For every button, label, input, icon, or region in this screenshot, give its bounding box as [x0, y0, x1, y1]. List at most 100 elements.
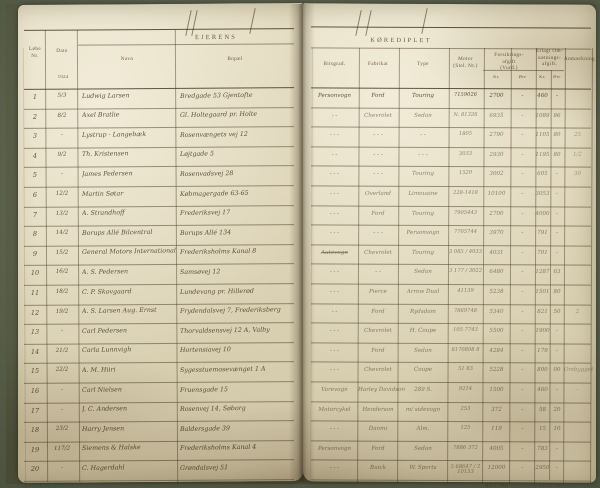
cell-forsikring-kr: 372 [491, 406, 502, 413]
table-row: Motorcykel Henderson m/ sidevogn 253 372 - 58 2… [6, 402, 591, 422]
cell-oms-ore: 50 [553, 308, 561, 315]
cell-oms-kr: 15 [538, 426, 547, 433]
cell-fabrikat: Buick [369, 465, 387, 472]
subheader-oms-kr: Kr. [539, 73, 546, 80]
right-section-title: KØREDIPLET [370, 36, 432, 45]
cell-forsikring-kr: 4005 [489, 445, 504, 452]
cell-forsikring-ore: - [521, 328, 524, 335]
cell-type: W. Sports [409, 465, 437, 472]
cell-forsikring-kr: 12000 [487, 465, 506, 472]
table-row: - - - Danmi Alm. 125 119 - 15 10 [6, 421, 591, 441]
cell-fabrikat: Harley Davidson [357, 386, 406, 393]
table-row: - - - Ford Touring 7905443 2700-4000- [6, 206, 591, 226]
cell-type: Sedan [414, 347, 432, 354]
cell-forsikring-ore: - [521, 132, 524, 139]
cell-forsikring-kr: 2700 [489, 210, 504, 217]
table-row: - - - Buick W. Sports 5 68647 / 2 10153 1200… [6, 460, 591, 480]
cell-type: Touring [412, 171, 434, 178]
cell-oms-ore: 00 [553, 367, 561, 374]
header-navn: Navn [120, 55, 134, 63]
subheader-oms-ore: Øre [553, 73, 561, 80]
cell-oms-ore: - [556, 92, 558, 99]
cell-bitgrad: Autovogn [320, 249, 349, 256]
cell-oms-kr: 4000 [535, 210, 550, 217]
cell-fabrikat: Chevrolet [364, 367, 392, 374]
subheader-forsikring-kr: Kr. [493, 73, 500, 80]
cell-motor-nr: 7905443 [453, 209, 478, 216]
cell-oms-kr: 605 [537, 171, 548, 178]
cell-fabrikat: Overland [364, 190, 392, 197]
cell-motor-nr: 7869748 [453, 307, 478, 314]
cell-type: Rydsdam [409, 308, 436, 315]
table-row: Varevogn Harley Davidson 289 S. 9214 1500 - 46… [6, 382, 591, 402]
cell-forsikring-ore: - [521, 171, 524, 178]
cell-motor-nr: 41139 [457, 287, 474, 294]
cell-oms-ore: - [556, 210, 558, 217]
cell-forsikring-kr: 10100 [487, 190, 506, 197]
cell-forsikring-ore: - [521, 112, 524, 119]
cell-forsikring-ore: - [521, 190, 524, 197]
cell-fabrikat: Ford [371, 445, 385, 452]
cell-bitgrad: - - - [329, 210, 340, 217]
table-row: - - - Overland Limousine 228-1418 10100-3053… [6, 186, 591, 206]
cell-forsikring-kr: 4031 [489, 249, 504, 256]
table-row: - - - Chevrolet Coupe 51 83 5228 - 800 00 Ombygg… [6, 362, 594, 382]
cell-oms-kr: 460 [537, 92, 548, 99]
cell-oms-kr: 3053 [535, 190, 550, 197]
cell-fabrikat: - - - [373, 230, 383, 237]
cell-type: Touring [412, 249, 434, 256]
cell-forsikring-kr: 3002 [489, 171, 504, 178]
cell-forsikring-kr: 1500 [489, 386, 504, 393]
cell-bitgrad: - - [331, 112, 338, 119]
cell-fabrikat: Ford [371, 347, 385, 354]
cell-forsikring-ore: - [521, 151, 524, 158]
cell-anmaerkning: Ombygget [563, 367, 594, 374]
cell-oms-ore: 86 [553, 112, 561, 119]
cell-oms-ore: - [556, 347, 558, 354]
subheader-forsikring-ore: Øre [518, 73, 527, 80]
cell-oms-ore: - [556, 465, 558, 472]
header-bopael: Bopæl [227, 55, 243, 63]
cell-bitgrad: - - - [329, 269, 340, 276]
table-row: - - Ford Rydsdam 7869748 5340 - 821 50 2 [6, 304, 591, 324]
cell-fabrikat: Danmi [368, 426, 388, 433]
table-row: - - - - - Sedan 3 177 / 3022 6480 - 1287 63 [6, 264, 591, 284]
cell-fabrikat: Chevrolet [364, 112, 392, 119]
open-ledger-book: EJERENS Løbe Nr. Dato 1924 Navn Bopæl 1 5/3 Ludw… [6, 3, 596, 488]
cell-forsikring-ore: - [521, 426, 524, 433]
table-row: Personvogn Ford Touring 7159026 2700 - 460 - [6, 88, 591, 108]
cell-forsikring-ore: - [521, 406, 524, 413]
cell-type: Arrow Dual [406, 288, 440, 295]
cell-fabrikat: - - - [373, 171, 383, 178]
cell-oms-kr: 179 [537, 347, 548, 354]
cell-oms-ore: - [556, 230, 558, 237]
cell-fabrikat: Ford [371, 308, 385, 315]
cell-forsikring-kr: 5238 [489, 288, 504, 295]
cell-type: Sedan [414, 112, 432, 119]
cell-forsikring-ore: - [521, 210, 524, 217]
header-dato-year: 1924 [57, 73, 69, 80]
cell-forsikring-ore: - [521, 465, 524, 472]
header-lobe-nr: Løbe Nr. [28, 45, 42, 59]
cell-fabrikat: Henderson [362, 406, 394, 413]
cell-bitgrad: - - - [329, 288, 340, 295]
header-anmaerkning: Anmærkning [564, 55, 595, 63]
header-fabrikat: Fabrikat [367, 60, 389, 68]
cell-bitgrad: Personvogn [317, 92, 352, 99]
cell-bitgrad: - - - [329, 347, 340, 354]
cell-motor-nr: 8170808 8 [451, 346, 480, 353]
cell-motor-nr: 3 085 / 4033 [448, 248, 483, 255]
header-bitgrad: Bitsgrad. [323, 60, 346, 68]
cell-forsikring-ore: - [521, 308, 524, 315]
cell-forsikring-ore: - [521, 367, 524, 374]
cell-oms-kr: 1287 [535, 269, 550, 276]
cell-forsikring-kr: 2930 [489, 151, 504, 158]
cell-bitgrad: - - - [329, 426, 340, 433]
cell-oms-ore: - [556, 171, 558, 178]
cell-bitgrad: - - - [329, 132, 340, 139]
cell-forsikring-kr: 5340 [489, 308, 504, 315]
cell-motor-nr: 1805 [458, 131, 473, 138]
cell-forsikring-ore: - [521, 92, 524, 99]
cell-fabrikat: - - - [373, 151, 383, 158]
cell-oms-ore: - [556, 190, 558, 197]
